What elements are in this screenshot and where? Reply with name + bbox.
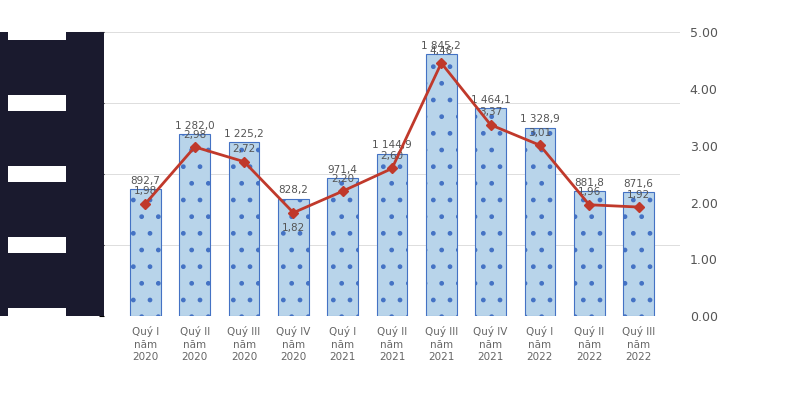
Text: 1 282,0: 1 282,0	[175, 121, 214, 131]
Text: 2,98: 2,98	[183, 130, 206, 140]
Text: 3,01: 3,01	[528, 128, 551, 138]
Text: 1,98: 1,98	[134, 186, 157, 196]
Text: 1,92: 1,92	[627, 190, 650, 200]
Text: 971,4: 971,4	[328, 165, 358, 175]
FancyBboxPatch shape	[8, 96, 66, 111]
FancyBboxPatch shape	[8, 308, 66, 324]
Text: 881,8: 881,8	[574, 178, 604, 188]
Bar	[278, 198, 309, 316]
Text: 1,96: 1,96	[578, 188, 601, 197]
Text: 2,60: 2,60	[381, 151, 403, 161]
Bar	[377, 153, 407, 316]
FancyBboxPatch shape	[8, 237, 66, 253]
Text: 2,72: 2,72	[233, 144, 256, 154]
Text: 828,2: 828,2	[278, 185, 308, 195]
FancyBboxPatch shape	[8, 166, 66, 182]
Text: 1 144,9: 1 144,9	[372, 141, 412, 151]
Bar	[179, 134, 210, 316]
Bar	[426, 54, 457, 316]
Bar	[229, 142, 259, 316]
Text: 1 328,9: 1 328,9	[520, 114, 560, 124]
Bar	[130, 190, 161, 316]
Bar	[574, 191, 605, 316]
Bar	[475, 109, 506, 316]
Bar	[525, 128, 555, 316]
Bar	[623, 192, 654, 316]
Text: 1,82: 1,82	[282, 223, 305, 233]
Text: 4,46: 4,46	[430, 46, 453, 55]
Text: 2,20: 2,20	[331, 174, 354, 184]
FancyBboxPatch shape	[8, 25, 66, 40]
Text: 892,7: 892,7	[130, 176, 161, 186]
Text: 1 845,2: 1 845,2	[422, 41, 461, 51]
Bar	[327, 178, 358, 316]
Text: 871,6: 871,6	[623, 179, 654, 189]
Text: 1 464,1: 1 464,1	[470, 95, 510, 105]
Text: 1 225,2: 1 225,2	[224, 129, 264, 139]
Text: 3,37: 3,37	[479, 107, 502, 117]
